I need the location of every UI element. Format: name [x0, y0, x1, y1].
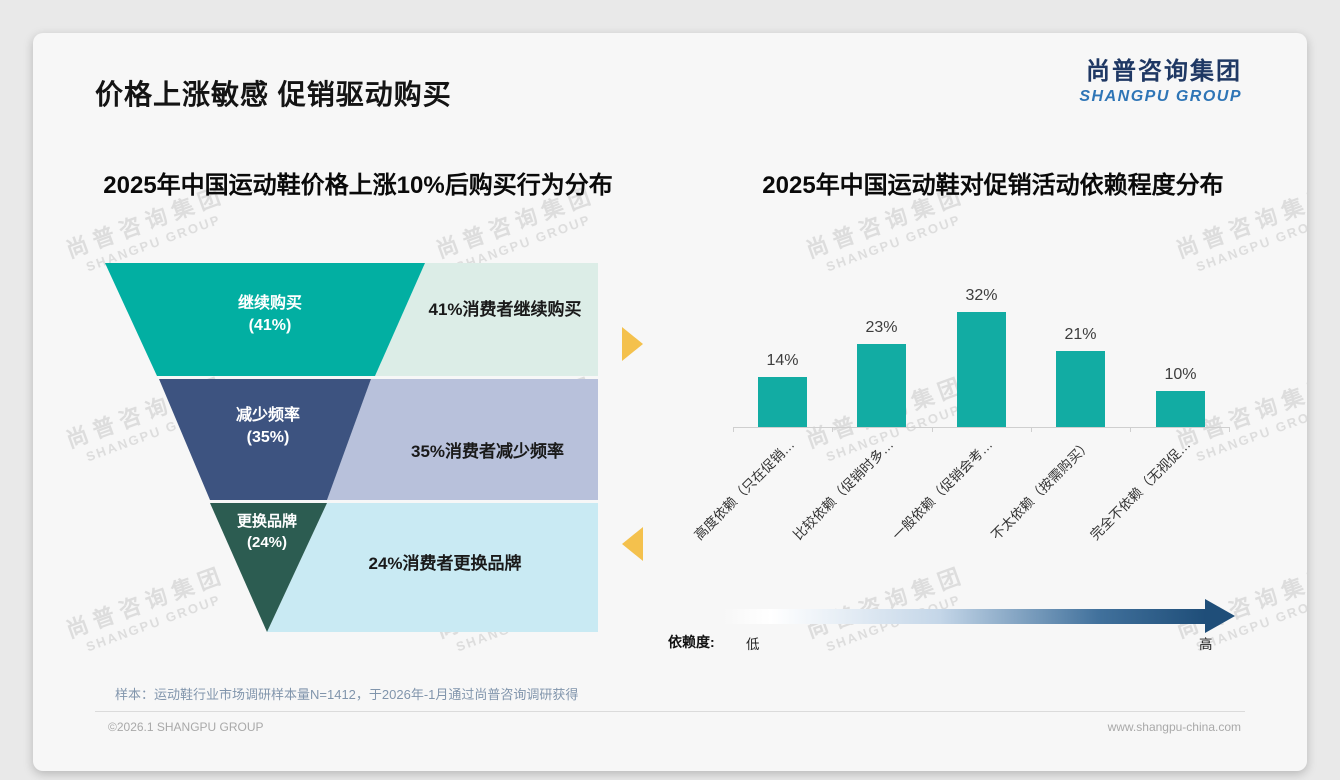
slide-card: 尚普咨询集团 SHANGPU GROUP 尚普咨询集团 SHANGPU GROUP 尚普…	[33, 33, 1307, 771]
funnel-panel-2	[327, 379, 598, 500]
funnel-segment-1	[105, 263, 425, 376]
logo-chinese-name: 尚普咨询集团	[1086, 58, 1242, 85]
funnel-segment-1-label: 继续购买 (41%)	[237, 295, 302, 335]
axis-tick	[1130, 427, 1131, 432]
bar-2-value: 23%	[865, 319, 898, 337]
funnel-row-switch: 更换品牌 (24%) 24%消费者更换品牌	[105, 503, 598, 632]
bar-3-value: 32%	[965, 286, 998, 304]
bar-1	[758, 376, 807, 427]
bar-column-5: 10%	[1131, 283, 1230, 427]
arrow-left-icon	[622, 527, 643, 561]
funnel-segment-2-label: 减少频率 (35%)	[235, 407, 300, 447]
company-logo: 尚普咨询集团 SHANGPU GROUP	[1079, 57, 1242, 107]
funnel-chart-title: 2025年中国运动鞋价格上涨10%后购买行为分布	[103, 172, 613, 199]
axis-tick	[1031, 427, 1032, 432]
axis-tick	[733, 427, 734, 432]
axis-tick	[1229, 427, 1230, 432]
bar-3	[957, 311, 1006, 427]
dependence-gradient-arrowhead-icon	[1205, 599, 1235, 633]
funnel-panel-3	[267, 503, 598, 632]
arrow-right-icon	[622, 327, 643, 361]
bar-4-value: 21%	[1064, 326, 1097, 344]
dependence-scale-low: 低	[746, 637, 760, 652]
bar-4	[1056, 351, 1105, 427]
axis-tick	[832, 427, 833, 432]
bar-column-3: 32%	[932, 283, 1031, 427]
funnel-segment-3-label: 更换品牌 (24%)	[236, 513, 297, 551]
funnel-annotation-3: 24%消费者更换品牌	[368, 554, 522, 573]
axis-tick	[932, 427, 933, 432]
bar-1-value: 14%	[766, 351, 799, 369]
dependence-scale-high: 高	[1199, 637, 1213, 652]
funnel-annotation-2: 35%消费者减少频率	[410, 442, 565, 461]
x-label-1: 高度依赖（只在促销…	[691, 436, 798, 543]
funnel-row-continue: 继续购买 (41%) 41%消费者继续购买	[105, 263, 598, 376]
bar-column-1: 14%	[733, 283, 832, 427]
dependence-scale-label: 依赖度:	[668, 634, 715, 650]
bar-chart-plot: 14% 23% 32% 21% 10%	[733, 283, 1230, 427]
funnel-row-reduce: 减少频率 (35%) 35%消费者减少频率	[105, 379, 598, 500]
x-axis-line	[733, 427, 1230, 432]
bar-column-4: 21%	[1031, 283, 1130, 427]
bar-5-value: 10%	[1164, 366, 1197, 383]
logo-english-name: SHANGPU GROUP	[1079, 88, 1242, 105]
bar-column-2: 23%	[832, 283, 931, 427]
funnel-annotation-1: 41%消费者继续购买	[428, 300, 582, 319]
bar-5	[1156, 391, 1205, 427]
copyright-text: ©2026.1 SHANGPU GROUP	[108, 720, 264, 734]
bar-chart-title: 2025年中国运动鞋对促销活动依赖程度分布	[762, 172, 1224, 199]
website-text: www.shangpu-china.com	[1107, 720, 1241, 734]
bar-2	[857, 344, 906, 427]
sample-footnote: 样本：运动鞋行业市场调研样本量N=1412，于2026年-1月通过尚普咨询调研获…	[115, 687, 579, 702]
page-title: 价格上涨敏感 促销驱动购买	[95, 79, 452, 110]
dependence-gradient-bar	[723, 609, 1205, 624]
footer-divider	[95, 711, 1245, 712]
